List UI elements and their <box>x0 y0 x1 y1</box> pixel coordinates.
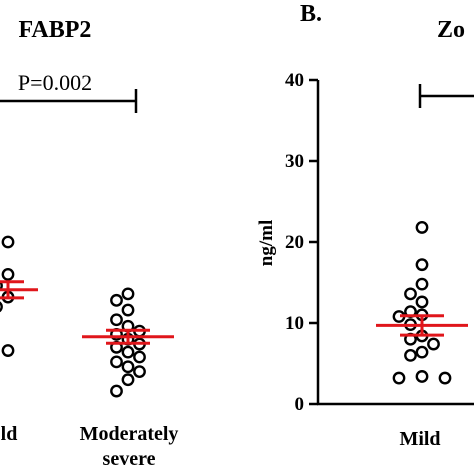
data-point <box>121 345 135 359</box>
data-point <box>110 384 123 398</box>
data-point <box>427 337 440 351</box>
y-tick-label: 30 <box>285 151 304 172</box>
panel-b-significance-bracket <box>418 84 474 108</box>
panel-a-p-value: P=0.002 <box>18 70 92 95</box>
category-label-line: ld <box>1 423 18 445</box>
panel-a-category-label-mild: ld <box>1 423 18 445</box>
data-point <box>415 345 429 359</box>
panel-b-label: B. <box>300 1 322 27</box>
panel-a-category-label-moderately-severe: Moderately severe <box>80 423 179 470</box>
panel-b-y-ticks: 0 10 20 30 40 <box>285 70 318 415</box>
y-tick-label: 10 <box>285 313 304 334</box>
data-point <box>415 277 429 291</box>
data-point <box>121 360 135 374</box>
panel-b-title: Zo <box>437 17 465 43</box>
data-point <box>110 293 123 307</box>
data-point <box>404 287 417 301</box>
panel-b-marks <box>376 221 468 385</box>
data-point <box>404 348 417 362</box>
y-tick-label: 20 <box>285 232 304 253</box>
data-point <box>133 365 146 378</box>
category-label-line: Moderately <box>80 423 179 445</box>
panel-a-significance-bracket <box>0 89 138 113</box>
data-point <box>438 371 452 385</box>
data-point <box>415 258 429 272</box>
category-label-line: severe <box>103 448 156 470</box>
data-point <box>1 267 15 281</box>
panel-b-y-axis <box>316 80 474 406</box>
data-point <box>121 287 135 301</box>
data-point <box>392 371 406 385</box>
y-tick-label: 0 <box>295 394 305 415</box>
panel-a-title: FABP2 <box>19 17 92 43</box>
y-tick-label: 40 <box>285 70 304 91</box>
panel-b-y-axis-label: ng/ml <box>256 220 277 266</box>
panel-a-marks <box>0 235 174 398</box>
data-point <box>0 301 3 313</box>
data-point <box>133 350 146 364</box>
data-point <box>110 355 123 369</box>
data-point <box>1 235 15 249</box>
data-point <box>110 313 123 327</box>
data-point <box>1 344 15 357</box>
data-point <box>121 373 135 387</box>
data-point <box>121 303 135 317</box>
data-point <box>415 370 429 383</box>
data-point <box>415 295 429 309</box>
panel-b-category-label-mild: Mild <box>399 428 440 450</box>
data-point <box>415 221 429 234</box>
data-point <box>0 280 3 292</box>
